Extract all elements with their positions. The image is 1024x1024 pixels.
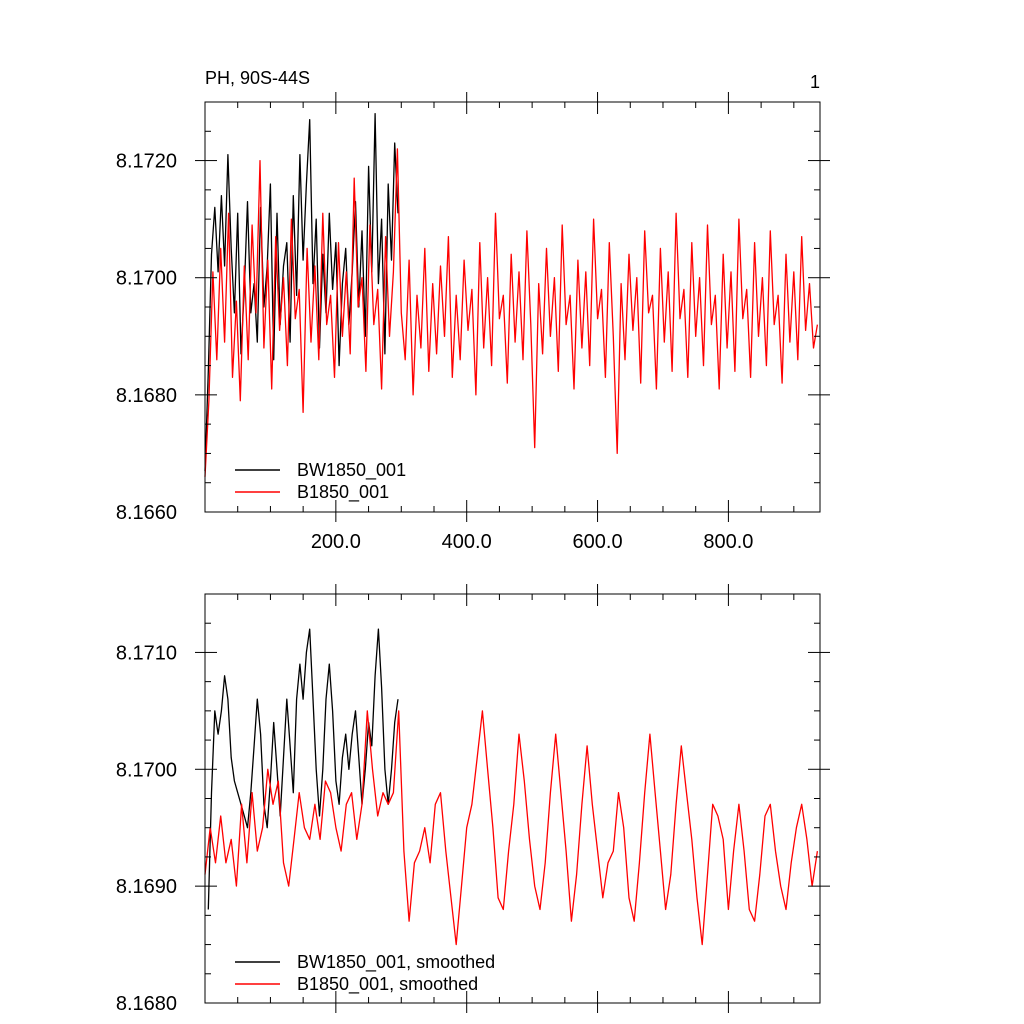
x-tick-label: 800.0 <box>703 531 753 553</box>
top-panel: PH, 90S-44S 1 200.0 400.0 600.0 800.0 8.1660 8.… <box>116 68 830 553</box>
bottom-panel: 8.1680 8.1690 8.1700 8.1710 BW1850_001, smoo… <box>116 584 830 1015</box>
legend-label: BW1850_001 <box>297 460 406 481</box>
series-line-bw1850 <box>207 628 399 910</box>
y-tick-label: 8.1680 <box>116 385 177 407</box>
y-tick-label: 8.1700 <box>116 759 177 781</box>
x-tick-label: 600.0 <box>573 531 623 553</box>
legend-label: BW1850_001, smoothed <box>297 952 495 973</box>
y-tick-label: 8.1660 <box>116 502 177 524</box>
y-tick-label: 8.1680 <box>116 993 177 1015</box>
y-tick-label: 8.1710 <box>116 642 177 664</box>
plot-frame <box>204 593 821 1004</box>
series-line-bw1850 <box>204 113 399 472</box>
chart-right-title: 1 <box>810 72 820 92</box>
x-tick-label: 400.0 <box>442 531 492 553</box>
legend-label: B1850_001 <box>297 482 389 503</box>
chart-title: PH, 90S-44S <box>205 68 310 88</box>
x-tick-label: 200.0 <box>311 531 361 553</box>
y-tick-label: 8.1720 <box>116 151 177 173</box>
y-tick-label: 8.1690 <box>116 876 177 898</box>
series-line-b1850 <box>204 710 819 946</box>
legend-label: B1850_001, smoothed <box>297 974 478 995</box>
series-line-b1850 <box>204 148 819 477</box>
y-tick-label: 8.1700 <box>116 268 177 290</box>
